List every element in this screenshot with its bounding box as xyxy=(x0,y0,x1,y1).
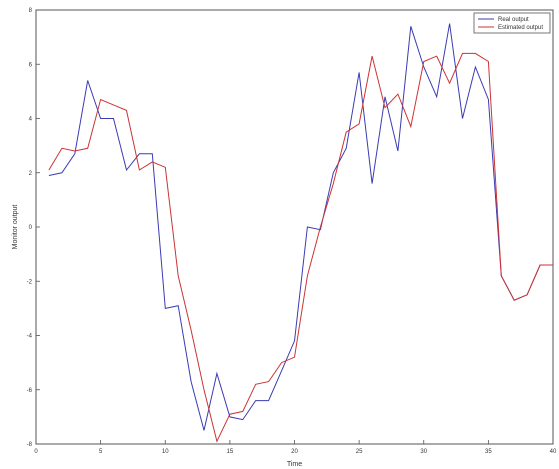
y-tick-label: 6 xyxy=(29,62,33,68)
y-tick-label: 8 xyxy=(29,8,33,14)
y-tick-label: -4 xyxy=(27,334,33,340)
x-tick-label: 30 xyxy=(420,449,427,455)
legend-label-estimated-output: Estimated output xyxy=(498,25,543,31)
y-tick-label: -8 xyxy=(27,442,33,448)
series-layer xyxy=(48,23,553,443)
series-line-estimated-output xyxy=(48,52,553,443)
legend-label-real-output: Real output xyxy=(498,17,529,23)
y-tick-label: -6 xyxy=(27,388,33,394)
x-tick-label: 15 xyxy=(227,449,234,455)
x-tick-label: 0 xyxy=(34,449,38,455)
y-tick-label: 0 xyxy=(29,225,33,231)
x-tick-label: 5 xyxy=(99,449,103,455)
y-tick-label: 4 xyxy=(29,117,33,123)
x-tick-label: 40 xyxy=(550,449,557,455)
series-line-real-output xyxy=(48,23,553,431)
legend: Real output Estimated output xyxy=(473,12,551,34)
x-tick-label: 20 xyxy=(291,449,298,455)
tick-layer: 0 5 10 15 20 25 30 35 40 -8 -6 -4 -2 0 2 4 6 8 xyxy=(27,8,557,455)
x-tick-label: 35 xyxy=(485,449,492,455)
y-tick-label: 2 xyxy=(29,171,33,177)
y-axis-label: Monitor output xyxy=(12,205,19,250)
x-tick-label: 25 xyxy=(356,449,363,455)
legend-box xyxy=(473,12,551,34)
plot-area xyxy=(35,9,554,445)
x-tick-label: 10 xyxy=(162,449,169,455)
y-tick-label: -2 xyxy=(27,279,33,285)
x-axis-label: Time xyxy=(287,461,302,468)
